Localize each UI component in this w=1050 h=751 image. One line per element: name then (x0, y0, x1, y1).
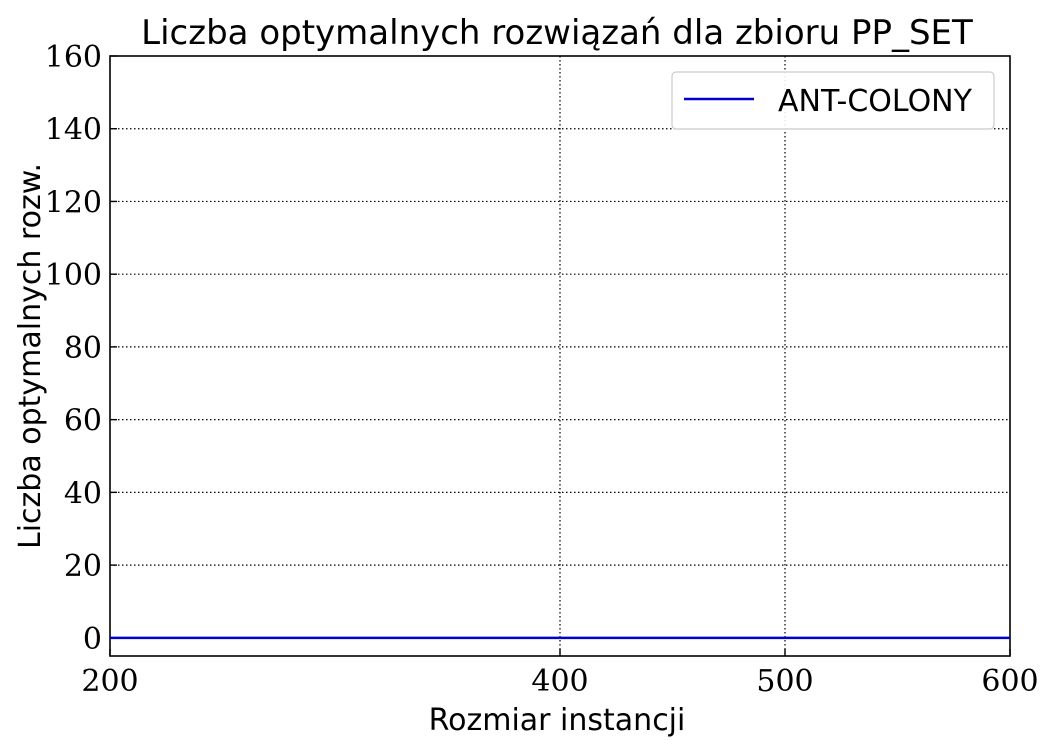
y-axis: 0 20 40 60 80 100 120 140 160 (45, 40, 117, 657)
y-tick-label: 140 (45, 113, 102, 148)
x-axis: 200 400 500 600 (81, 649, 1039, 699)
x-tick-label: 500 (756, 664, 813, 699)
y-tick-label: 80 (64, 331, 102, 366)
legend-frame (671, 71, 995, 130)
y-tick-label: 0 (83, 622, 102, 657)
y-tick-label: 60 (64, 404, 102, 439)
x-tick-label: 600 (981, 664, 1038, 699)
x-axis-label: Rozmiar instancji (429, 703, 686, 738)
chart-title: Liczba optymalnych rozwiązań dla zbioru … (141, 13, 973, 53)
x-tick-label: 200 (81, 664, 138, 699)
y-tick-label: 120 (45, 185, 102, 220)
grid (110, 56, 1010, 656)
y-axis-label: Liczba optymalnych rozw. (13, 163, 48, 549)
x-tick-label: 400 (531, 664, 588, 699)
y-tick-label: 40 (64, 476, 102, 511)
y-tick-label: 100 (45, 258, 102, 293)
legend-label: ANT-COLONY (778, 84, 973, 119)
y-tick-label: 20 (64, 549, 102, 584)
y-tick-label: 160 (45, 40, 102, 75)
legend: ANT-COLONY (671, 71, 995, 130)
